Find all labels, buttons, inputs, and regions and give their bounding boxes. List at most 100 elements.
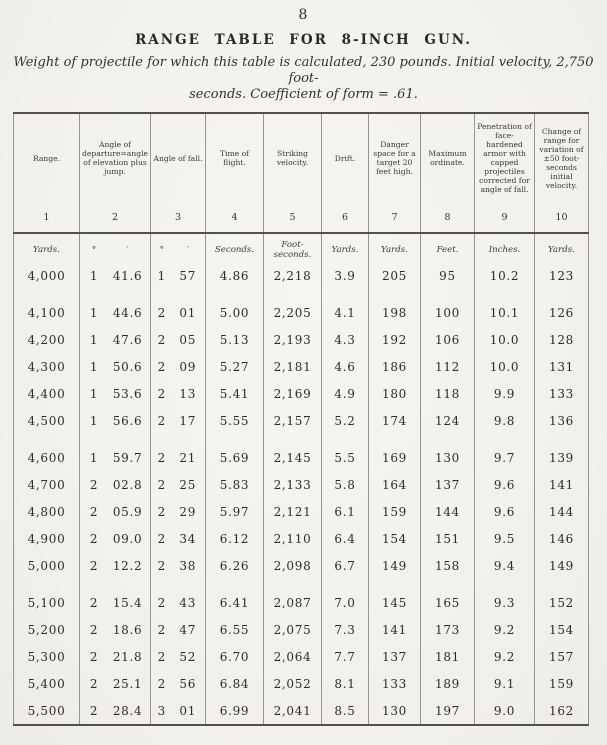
- cell-maximum-ordinate: 181: [420, 643, 475, 670]
- angle-degrees: 2: [157, 676, 166, 691]
- cell-change-of-range: 139: [534, 434, 589, 471]
- angle-minutes: 18.6: [112, 622, 143, 637]
- cell-angle-departure: 1 41.6: [79, 262, 151, 289]
- angle-minutes: 41.6: [112, 268, 143, 283]
- table-row: 5,400 2 25.1 2 56 6.84 2,052 8.1 133 189 9.1 159: [13, 670, 589, 697]
- cell-range: 4,800: [13, 498, 80, 525]
- unit-maximum-ordinate: Feet.: [420, 233, 475, 262]
- table-row: 4,300 1 50.6 2 09 5.27 2,181 4.6 186 112 10.0 131: [13, 353, 589, 380]
- angle-degrees: 2: [157, 332, 166, 347]
- angle-degrees: 2: [89, 504, 99, 519]
- cell-range: 4,600: [13, 434, 80, 471]
- column-number: 1: [13, 202, 80, 234]
- table-row: 4,400 1 53.6 2 13 5.41 2,169 4.9 180 118 9.9 133: [13, 380, 589, 407]
- cell-angle-departure: 2 12.2: [79, 552, 151, 579]
- angle-degrees: 1: [157, 268, 166, 283]
- cell-range: 4,000: [13, 262, 80, 289]
- caption-line-1: Weight of projectile for which this tabl…: [13, 55, 594, 86]
- cell-drift: 7.3: [321, 616, 369, 643]
- cell-time-of-flight: 6.70: [205, 643, 264, 670]
- cell-change-of-range: 144: [534, 498, 589, 525]
- cell-angle-fall: 2 34: [150, 525, 206, 552]
- angle-degrees: 2: [157, 450, 166, 465]
- cell-angle-fall: 2 01: [150, 289, 206, 326]
- angle-minutes: 38: [179, 558, 197, 573]
- angle-degrees: 2: [157, 622, 166, 637]
- angle-degrees: 2: [157, 531, 166, 546]
- cell-danger-space: 137: [368, 643, 421, 670]
- cell-angle-fall: 2 13: [150, 380, 206, 407]
- cell-maximum-ordinate: 106: [420, 326, 475, 353]
- cell-maximum-ordinate: 158: [420, 552, 475, 579]
- angle-degrees: 2: [89, 595, 99, 610]
- cell-penetration: 9.6: [474, 471, 535, 498]
- cell-drift: 4.6: [321, 353, 369, 380]
- cell-maximum-ordinate: 124: [420, 407, 475, 434]
- table-caption: Weight of projectile for which this tabl…: [4, 55, 603, 103]
- cell-striking-velocity: 2,110: [263, 525, 322, 552]
- cell-drift: 4.1: [321, 289, 369, 326]
- cell-drift: 5.2: [321, 407, 369, 434]
- cell-time-of-flight: 5.00: [205, 289, 264, 326]
- angle-minutes: 34: [179, 531, 197, 546]
- cell-danger-space: 186: [368, 353, 421, 380]
- angle-minutes: 47: [179, 622, 197, 637]
- angle-minutes: 50.6: [112, 359, 143, 374]
- angle-degrees: 1: [89, 268, 99, 283]
- angle-minutes: 05.9: [112, 504, 143, 519]
- cell-change-of-range: 157: [534, 643, 589, 670]
- cell-time-of-flight: 5.69: [205, 434, 264, 471]
- cell-change-of-range: 149: [534, 552, 589, 579]
- cell-striking-velocity: 2,064: [263, 643, 322, 670]
- cell-change-of-range: 154: [534, 616, 589, 643]
- cell-angle-fall: 2 29: [150, 498, 206, 525]
- cell-danger-space: 192: [368, 326, 421, 353]
- table-row: 5,000 2 12.2 2 38 6.26 2,098 6.7 149 158 9.4 149: [13, 552, 589, 579]
- angle-degrees: 2: [157, 413, 166, 428]
- cell-striking-velocity: 2,087: [263, 579, 322, 616]
- cell-angle-departure: 2 09.0: [79, 525, 151, 552]
- cell-change-of-range: 136: [534, 407, 589, 434]
- unit-time-of-flight: Seconds.: [205, 233, 264, 262]
- cell-drift: 5.5: [321, 434, 369, 471]
- angle-minutes: 17: [179, 413, 197, 428]
- angle-degrees: 1: [89, 386, 99, 401]
- angle-minutes: 56: [179, 676, 197, 691]
- header-striking-velocity: Striking velocity.: [263, 113, 322, 202]
- cell-angle-departure: 1 59.7: [79, 434, 151, 471]
- angle-minutes: 57: [179, 268, 197, 283]
- angle-minutes: 05: [179, 332, 197, 347]
- cell-maximum-ordinate: 137: [420, 471, 475, 498]
- cell-maximum-ordinate: 100: [420, 289, 475, 326]
- cell-drift: 4.9: [321, 380, 369, 407]
- cell-striking-velocity: 2,121: [263, 498, 322, 525]
- cell-angle-fall: 2 05: [150, 326, 206, 353]
- column-number: 9: [474, 202, 535, 234]
- column-number: 2: [79, 202, 151, 234]
- cell-change-of-range: 146: [534, 525, 589, 552]
- column-number: 4: [205, 202, 264, 234]
- page-number: 8: [298, 7, 309, 23]
- cell-maximum-ordinate: 151: [420, 525, 475, 552]
- header-angle-departure: Angle of departure=angle of elevation pl…: [79, 113, 151, 202]
- cell-maximum-ordinate: 197: [420, 697, 475, 725]
- angle-degrees: 2: [157, 649, 166, 664]
- cell-angle-departure: 2 02.8: [79, 471, 151, 498]
- angle-degrees: 2: [157, 477, 166, 492]
- cell-striking-velocity: 2,098: [263, 552, 322, 579]
- unit-striking-velocity: Foot-seconds.: [263, 233, 322, 262]
- cell-time-of-flight: 5.83: [205, 471, 264, 498]
- cell-time-of-flight: 6.41: [205, 579, 264, 616]
- cell-maximum-ordinate: 130: [420, 434, 475, 471]
- cell-angle-fall: 2 43: [150, 579, 206, 616]
- angle-minutes: 15.4: [112, 595, 143, 610]
- cell-range: 4,700: [13, 471, 80, 498]
- cell-penetration: 9.4: [474, 552, 535, 579]
- cell-striking-velocity: 2,169: [263, 380, 322, 407]
- angle-minutes: 13: [179, 386, 197, 401]
- angle-degrees: 1: [89, 359, 99, 374]
- cell-angle-departure: 1 56.6: [79, 407, 151, 434]
- cell-angle-departure: 2 05.9: [79, 498, 151, 525]
- unit-angle-departure: ° ′: [79, 233, 151, 262]
